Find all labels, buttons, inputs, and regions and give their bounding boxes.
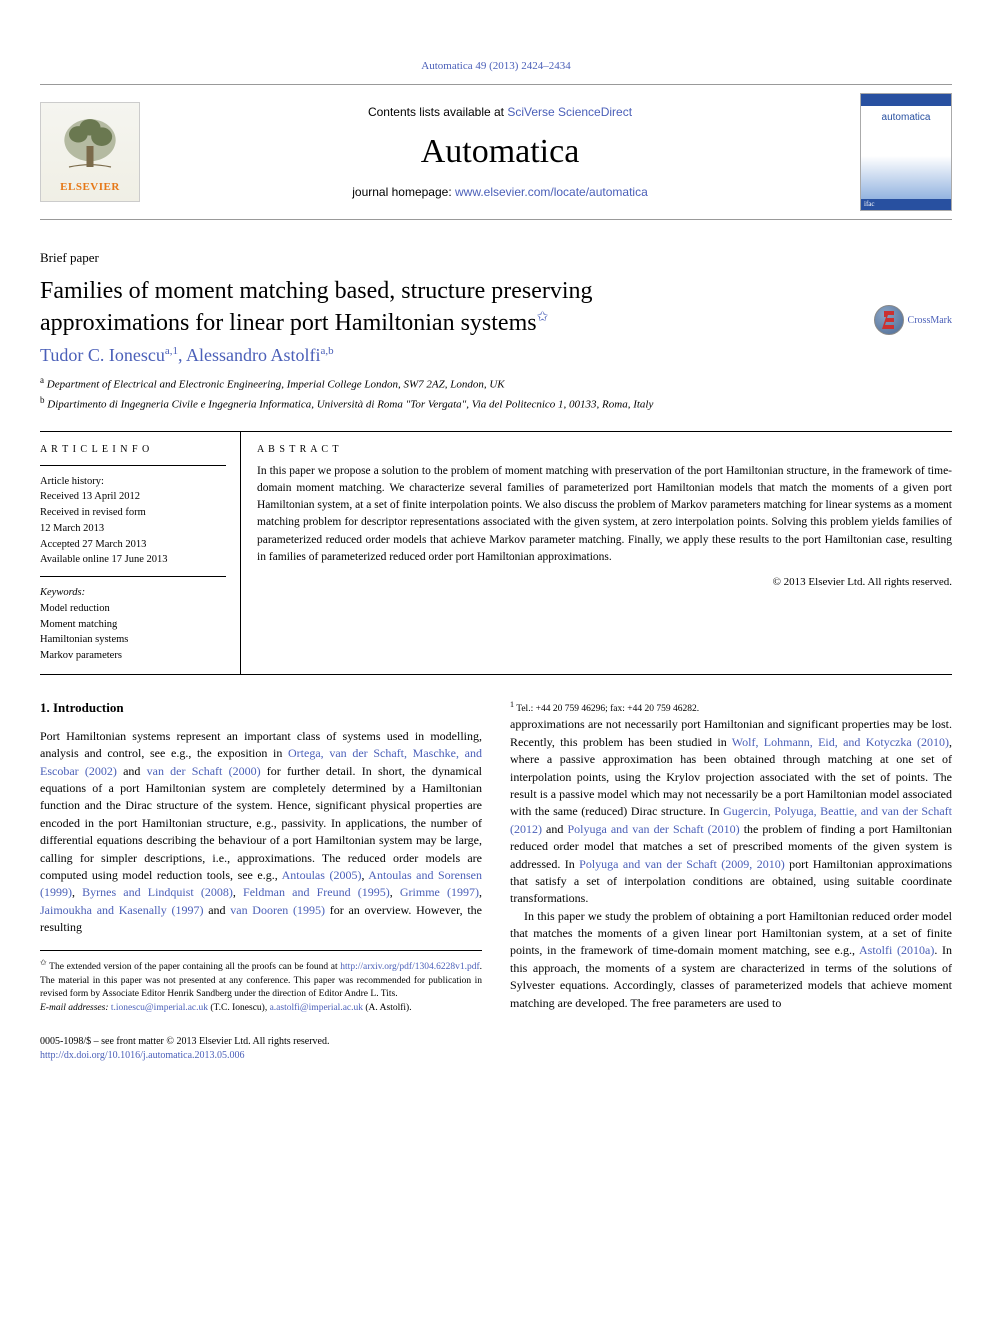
crossmark-widget[interactable]: CrossMark: [874, 305, 952, 335]
journal-homepage: journal homepage: www.elsevier.com/locat…: [160, 185, 840, 199]
section-heading-intro: 1. Introduction: [40, 699, 482, 718]
elsevier-logo: ELSEVIER: [40, 102, 140, 202]
volume-link[interactable]: Automatica 49 (2013) 2424–2434: [421, 60, 570, 72]
page-footer: 0005-1098/$ – see front matter © 2013 El…: [40, 1035, 952, 1063]
abstract-copyright: © 2013 Elsevier Ltd. All rights reserved…: [257, 574, 952, 591]
title-footnote-marker: ✩: [537, 308, 549, 324]
keyword: Markov parameters: [40, 648, 226, 664]
keyword: Model reduction: [40, 601, 226, 617]
keyword: Moment matching: [40, 617, 226, 633]
issn-line: 0005-1098/$ – see front matter © 2013 El…: [40, 1035, 952, 1049]
history-received: Received 13 April 2012: [40, 489, 226, 505]
info-abstract-box: A R T I C L E I N F O Article history: R…: [40, 431, 952, 675]
ref-link[interactable]: Antoulas (2005): [282, 868, 362, 882]
ref-link[interactable]: Wolf, Lohmann, Eid, and Kotyczka (2010): [732, 735, 949, 749]
keyword: Hamiltonian systems: [40, 632, 226, 648]
abstract-text: In this paper we propose a solution to t…: [257, 463, 952, 567]
arxiv-link[interactable]: http://arxiv.org/pdf/1304.6228v1.pdf: [340, 963, 479, 973]
ref-link[interactable]: van der Schaft (2000): [147, 764, 261, 778]
body-paragraph: approximations are not necessarily port …: [510, 716, 952, 907]
journal-header: ELSEVIER Contents lists available at Sci…: [40, 84, 952, 220]
abstract: A B S T R A C T In this paper we propose…: [240, 432, 952, 674]
authors-line: Tudor C. Ionescua,1, Alessandro Astolfia…: [40, 345, 952, 366]
ref-link[interactable]: Polyuga and van der Schaft (2010): [567, 822, 739, 836]
crossmark-label: CrossMark: [908, 315, 952, 326]
abstract-heading: A B S T R A C T: [257, 442, 952, 457]
volume-citation: Automatica 49 (2013) 2424–2434: [40, 60, 952, 72]
ref-link[interactable]: Grimme (1997): [400, 885, 479, 899]
history-available: Available online 17 June 2013: [40, 552, 226, 568]
body-paragraph: Port Hamiltonian systems represent an im…: [40, 728, 482, 937]
contents-available: Contents lists available at SciVerse Sci…: [160, 105, 840, 119]
article-info-heading: A R T I C L E I N F O: [40, 442, 226, 457]
keywords-label: Keywords:: [40, 585, 226, 601]
body-columns: 1. Introduction Port Hamiltonian systems…: [40, 699, 952, 1015]
doi-link[interactable]: http://dx.doi.org/10.1016/j.automatica.2…: [40, 1050, 245, 1061]
elsevier-label: ELSEVIER: [60, 181, 120, 193]
ref-link[interactable]: Byrnes and Lindquist (2008): [82, 885, 233, 899]
elsevier-tree-icon: [55, 111, 125, 181]
history-accepted: Accepted 27 March 2013: [40, 537, 226, 553]
crossmark-icon: [874, 305, 904, 335]
journal-name: Automatica: [160, 133, 840, 171]
history-revised-date: 12 March 2013: [40, 521, 226, 537]
article-type: Brief paper: [40, 250, 952, 266]
journal-cover-thumbnail: automatica ifac: [860, 93, 952, 211]
author-astolfi[interactable]: Alessandro Astolfi: [186, 345, 321, 365]
affiliations: a Department of Electrical and Electroni…: [40, 374, 952, 412]
author-ionescu[interactable]: Tudor C. Ionescu: [40, 345, 165, 365]
homepage-link[interactable]: www.elsevier.com/locate/automatica: [455, 185, 648, 199]
ref-link[interactable]: Feldman and Freund (1995): [243, 885, 390, 899]
paper-title: Families of moment matching based, struc…: [40, 276, 952, 339]
ref-link[interactable]: Polyuga and van der Schaft (2009, 2010): [579, 857, 785, 871]
email-link[interactable]: t.ionescu@imperial.ac.uk: [111, 1003, 208, 1013]
ref-link[interactable]: van Dooren (1995): [230, 903, 325, 917]
body-paragraph: In this paper we study the problem of ob…: [510, 908, 952, 1012]
ref-link[interactable]: Astolfi (2010a): [859, 943, 934, 957]
history-revised-label: Received in revised form: [40, 505, 226, 521]
article-info: A R T I C L E I N F O Article history: R…: [40, 432, 240, 674]
ref-link[interactable]: Jaimoukha and Kasenally (1997): [40, 903, 203, 917]
email-link[interactable]: a.astolfi@imperial.ac.uk: [270, 1003, 363, 1013]
sciencedirect-link[interactable]: SciVerse ScienceDirect: [507, 105, 632, 119]
history-label: Article history:: [40, 474, 226, 490]
